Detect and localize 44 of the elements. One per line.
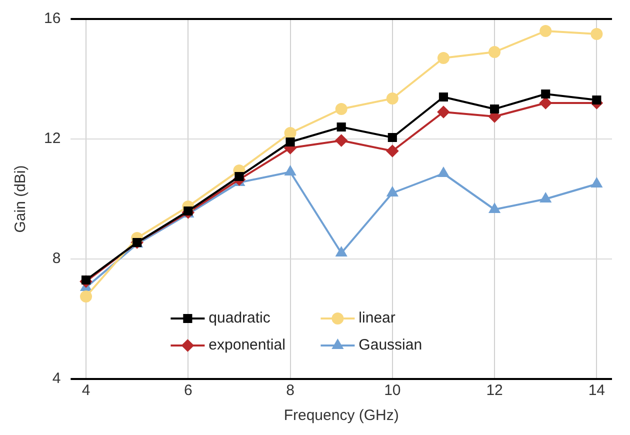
point: [387, 187, 398, 196]
point: [81, 275, 91, 285]
point: [336, 122, 346, 132]
legend-label: quadratic: [208, 310, 271, 327]
point: [80, 290, 92, 302]
point: [540, 193, 551, 202]
y-axis-title: Gain (dBi): [12, 165, 30, 233]
point: [335, 134, 348, 146]
point: [437, 52, 450, 64]
point: [438, 168, 449, 177]
point: [437, 106, 450, 118]
point: [234, 172, 244, 182]
legend-label: exponential: [208, 336, 286, 354]
x-tick-label: 6: [184, 382, 192, 400]
legend-label: Gaussian: [358, 336, 422, 354]
point: [386, 145, 398, 157]
y-tick-label: 4: [52, 370, 61, 388]
y-tick-label: 8: [52, 250, 61, 268]
x-tick-label: 4: [82, 382, 90, 400]
point: [591, 178, 602, 188]
x-tick-label: 8: [286, 382, 294, 400]
x-axis-title: Frequency (GHz): [284, 407, 399, 424]
y-tick-label: 12: [44, 130, 61, 148]
point: [590, 28, 603, 40]
point: [284, 127, 296, 139]
point: [284, 166, 296, 176]
point: [286, 137, 295, 147]
point: [335, 103, 348, 115]
point: [592, 95, 602, 105]
point: [388, 132, 397, 142]
point: [540, 25, 552, 37]
point: [488, 46, 501, 58]
y-tick-label: 16: [44, 10, 61, 28]
point: [489, 204, 500, 213]
point: [490, 104, 500, 114]
point: [541, 89, 550, 99]
x-tick-label: 12: [486, 382, 503, 400]
legend-label: linear: [358, 310, 396, 327]
point: [336, 247, 347, 256]
point: [438, 92, 448, 102]
point: [540, 97, 552, 109]
x-tick-label: 10: [384, 382, 401, 400]
point: [386, 92, 398, 104]
x-tick-label: 14: [588, 382, 606, 400]
